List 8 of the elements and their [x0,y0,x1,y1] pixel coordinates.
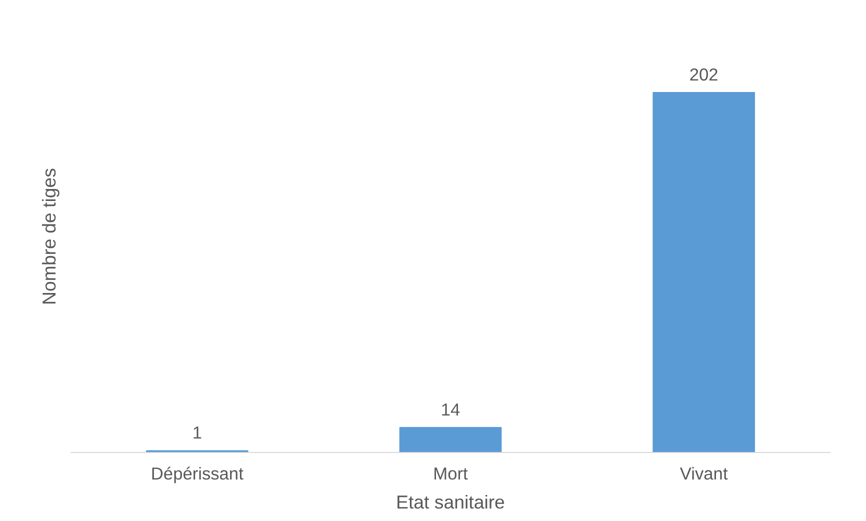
data-label: 14 [440,400,460,420]
x-tick-label: Mort [433,464,468,484]
data-label: 1 [192,422,202,443]
x-tick-label: Vivant [680,464,728,484]
x-tick-label: Dépérissant [150,464,244,484]
data-label: 202 [689,64,718,84]
y-axis-title: Nombre de tiges [38,168,60,305]
x-axis-title: Etat sanitaire [396,492,505,512]
